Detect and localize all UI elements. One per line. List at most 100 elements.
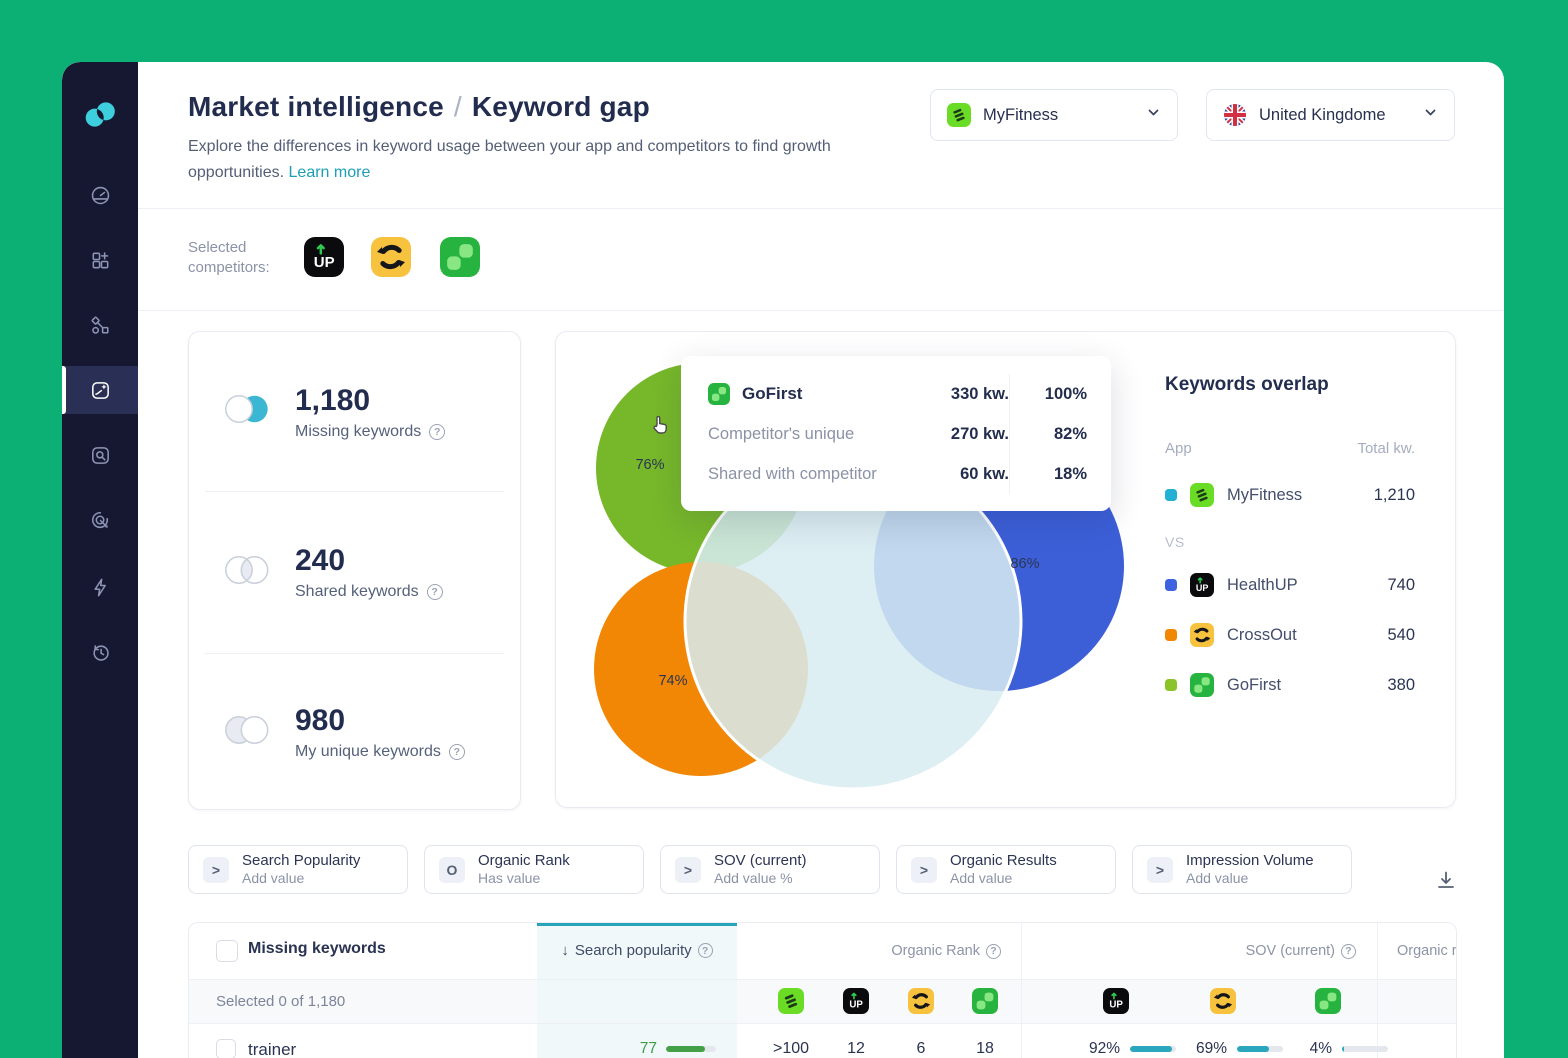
filter-title: Organic Results (950, 852, 1057, 869)
filter-organic-results[interactable]: > Organic Results Add value (896, 845, 1116, 894)
breadcrumb: Market intelligence / Keyword gap (188, 91, 650, 123)
filter-glyph-icon: O (439, 856, 465, 883)
competitor-gofirst-icon[interactable] (440, 237, 480, 277)
filter-value: Add value (950, 870, 1013, 886)
gofirst-app-icon (972, 988, 998, 1014)
divider (205, 491, 504, 492)
divider (189, 979, 1456, 980)
app-selector[interactable]: MyFitness (930, 89, 1178, 141)
help-icon[interactable]: ? (697, 943, 713, 958)
filter-value: Add value (242, 870, 305, 886)
venn-tooltip: GoFirst 330 kw. 100% Competitor's unique… (681, 356, 1111, 511)
healthup-app-icon: UP (1190, 573, 1214, 597)
overlap-row-crossout: CrossOut 540 (1165, 617, 1415, 653)
overlap-row-main: MyFitness 1,210 (1165, 477, 1415, 513)
sidebar-item-automations[interactable] (62, 563, 138, 611)
tooltip-app-name: GoFirst (742, 384, 803, 403)
breadcrumb-parent[interactable]: Market intelligence (188, 91, 444, 122)
app-window: Market intelligence / Keyword gap Explore … (62, 62, 1504, 1058)
filter-impression-volume[interactable]: > Impression Volume Add value (1132, 845, 1352, 894)
sov-bar (1130, 1046, 1176, 1052)
column-header-organic-results[interactable]: Organic res (1397, 943, 1457, 959)
tooltip-shared-kw: 60 kw. (960, 464, 1009, 483)
filter-title: Impression Volume (1186, 852, 1314, 869)
keywords-overlap-panel: Keywords overlap App Total kw. MyFitness… (1165, 374, 1415, 697)
column-header-organic-rank[interactable]: Organic Rank ? (819, 943, 1001, 959)
shapes-icon (91, 316, 109, 334)
sidebar-item-dashboard[interactable] (62, 171, 138, 219)
myfitness-app-icon (778, 988, 804, 1014)
country-selector[interactable]: United Kingdome (1206, 89, 1455, 141)
overlap-row-total: 540 (1387, 625, 1415, 644)
myfitness-app-icon (947, 103, 971, 127)
sort-desc-icon: ↓ (561, 942, 569, 959)
overlap-row-name: CrossOut (1227, 625, 1297, 644)
sidebar-item-keyword-research[interactable] (62, 431, 138, 479)
overlap-row-total: 740 (1387, 575, 1415, 594)
download-icon[interactable] (1434, 868, 1458, 892)
tooltip-total-pct: 100% (1009, 374, 1087, 414)
help-icon[interactable]: ? (1341, 943, 1356, 959)
target-cursor-icon (91, 511, 108, 528)
competitor-healthup-icon[interactable]: UP (304, 237, 344, 277)
lightning-icon (93, 578, 106, 596)
stat-value: 980 (295, 704, 346, 737)
column-header-search-popularity[interactable]: ↓ Search popularity ? (537, 942, 737, 959)
color-dot-healthup (1165, 579, 1177, 591)
svg-text:UP: UP (1196, 583, 1209, 593)
crossout-app-icon (1210, 988, 1236, 1014)
sidebar-item-workflows[interactable] (62, 301, 138, 349)
column-header-missing-keywords: Missing keywords (248, 940, 386, 957)
venn-label-gofirst: 76% (635, 457, 664, 473)
select-all-checkbox[interactable] (216, 940, 238, 962)
filter-value: Add value (1186, 870, 1249, 886)
healthup-app-icon: UP (843, 988, 869, 1014)
venn-toggle-missing-icon[interactable] (218, 389, 276, 434)
app-logo-icon[interactable] (82, 100, 118, 129)
svg-text:UP: UP (849, 999, 863, 1010)
venn-toggle-unique-icon[interactable] (218, 710, 276, 755)
search-square-icon (91, 446, 109, 464)
sov-value: 92% (1088, 1040, 1120, 1057)
sidebar-item-market-intelligence[interactable] (62, 366, 138, 414)
sidebar-item-apps[interactable] (62, 236, 138, 284)
page-description: Explore the differences in keyword usage… (188, 138, 831, 181)
sov-bar (1237, 1046, 1283, 1052)
rank-cell-healthup: 12 (847, 1040, 865, 1057)
overlap-row-name: GoFirst (1227, 675, 1282, 694)
overlap-row-healthup: UP HealthUP 740 (1165, 567, 1415, 603)
sov-cell-healthup: 92% (1056, 1040, 1176, 1058)
breadcrumb-separator: / (453, 91, 462, 122)
gofirst-app-icon (1315, 988, 1341, 1014)
tooltip-unique-label: Competitor's unique (708, 424, 855, 443)
competitor-crossout-icon[interactable] (371, 237, 411, 277)
filter-search-popularity[interactable]: > Search Popularity Add value (188, 845, 408, 894)
venn-toggle-shared-icon[interactable] (218, 550, 276, 595)
help-icon[interactable]: ? (448, 744, 465, 760)
filter-value: Add value % (714, 870, 793, 886)
help-icon[interactable]: ? (429, 423, 446, 440)
sidebar-item-targets[interactable] (62, 496, 138, 544)
svg-text:UP: UP (1109, 999, 1123, 1010)
learn-more-link[interactable]: Learn more (288, 164, 371, 181)
filter-glyph-icon: > (911, 856, 937, 883)
help-icon[interactable]: ? (986, 943, 1001, 959)
gofirst-app-icon (1190, 673, 1214, 697)
column-header-sov-current[interactable]: SOV (current) ? (1174, 943, 1356, 959)
chevron-down-icon (1423, 105, 1438, 125)
row-checkbox[interactable] (216, 1039, 236, 1058)
sidebar-item-history[interactable] (62, 628, 138, 676)
app-selector-value: MyFitness (983, 105, 1059, 124)
rank-cell-crossout: 6 (916, 1040, 926, 1057)
svg-text:UP: UP (314, 254, 335, 271)
stat-label: My unique keywords (295, 743, 441, 760)
filter-glyph-icon: > (203, 856, 229, 883)
crossout-app-icon (1190, 623, 1214, 647)
filter-sov-current[interactable]: > SOV (current) Add value % (660, 845, 880, 894)
stat-label: Shared keywords (295, 583, 419, 600)
stat-label: Missing keywords (295, 422, 422, 440)
filter-organic-rank[interactable]: O Organic Rank Has value (424, 845, 644, 894)
help-icon[interactable]: ? (426, 584, 443, 600)
divider (138, 208, 1504, 209)
overlap-main-name: MyFitness (1227, 485, 1303, 504)
